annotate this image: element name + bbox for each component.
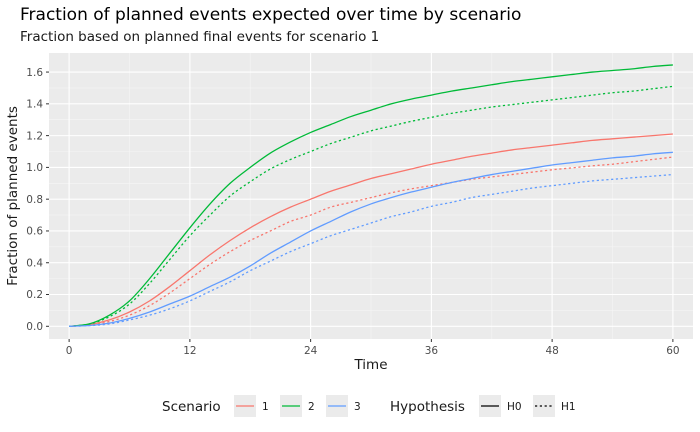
series-line-scenario-1-h0 xyxy=(69,133,673,327)
y-tick-label: 0.2 xyxy=(26,289,43,301)
x-tick-label: 12 xyxy=(183,345,196,357)
x-tick-label: 24 xyxy=(304,345,318,357)
y-tick-label: 0.6 xyxy=(26,226,43,238)
y-tick-label: 0.4 xyxy=(26,257,43,269)
grid-minor xyxy=(49,53,693,339)
x-tick-label: 60 xyxy=(666,345,679,357)
series-line-scenario-2-h0 xyxy=(69,64,673,327)
legend-key-hypothesis-h1 xyxy=(533,395,555,417)
chart-title: Fraction of planned events expected over… xyxy=(20,5,521,25)
legend: Scenario 1 2 3 Hypothesis H0 H1 xyxy=(162,395,576,417)
y-axis-title: Fraction of planned events xyxy=(5,106,21,286)
x-tick-label: 48 xyxy=(545,345,558,357)
y-tick-label: 1.4 xyxy=(26,99,43,111)
series-line-scenario-2-h1 xyxy=(69,85,673,327)
x-axis-title: Time xyxy=(353,357,387,373)
legend-hypothesis-items: H0 H1 xyxy=(479,395,576,417)
y-tick-label: 1.0 xyxy=(26,162,43,174)
series-line-scenario-3-h1 xyxy=(69,173,673,327)
series-line-scenario-3-h0 xyxy=(69,151,673,327)
x-axis: 0 12 24 36 48 60 xyxy=(66,339,680,357)
y-axis: 0.0 0.2 0.4 0.6 0.8 1.0 1.2 1.4 1.6 xyxy=(26,67,49,333)
grid-major xyxy=(49,53,693,339)
legend-label-hypothesis-h0: H0 xyxy=(507,401,522,413)
legend-scenario-items: 1 2 3 xyxy=(234,395,361,417)
y-tick-label: 1.6 xyxy=(26,67,43,79)
legend-label-scenario-2: 2 xyxy=(308,401,315,413)
series-line-scenario-1-h1 xyxy=(69,156,673,327)
y-tick-label: 0.0 xyxy=(26,321,43,333)
legend-label-hypothesis-h1: H1 xyxy=(561,401,576,413)
legend-hypothesis-title: Hypothesis xyxy=(390,399,465,415)
series-lines xyxy=(69,64,673,327)
legend-label-scenario-3: 3 xyxy=(354,401,361,413)
legend-scenario-title: Scenario xyxy=(162,399,221,415)
legend-label-scenario-1: 1 xyxy=(262,401,269,413)
chart-subtitle: Fraction based on planned final events f… xyxy=(20,29,379,45)
y-tick-label: 1.2 xyxy=(26,130,43,142)
x-tick-label: 36 xyxy=(425,345,439,357)
y-tick-label: 0.8 xyxy=(26,194,43,206)
x-tick-label: 0 xyxy=(66,345,73,357)
